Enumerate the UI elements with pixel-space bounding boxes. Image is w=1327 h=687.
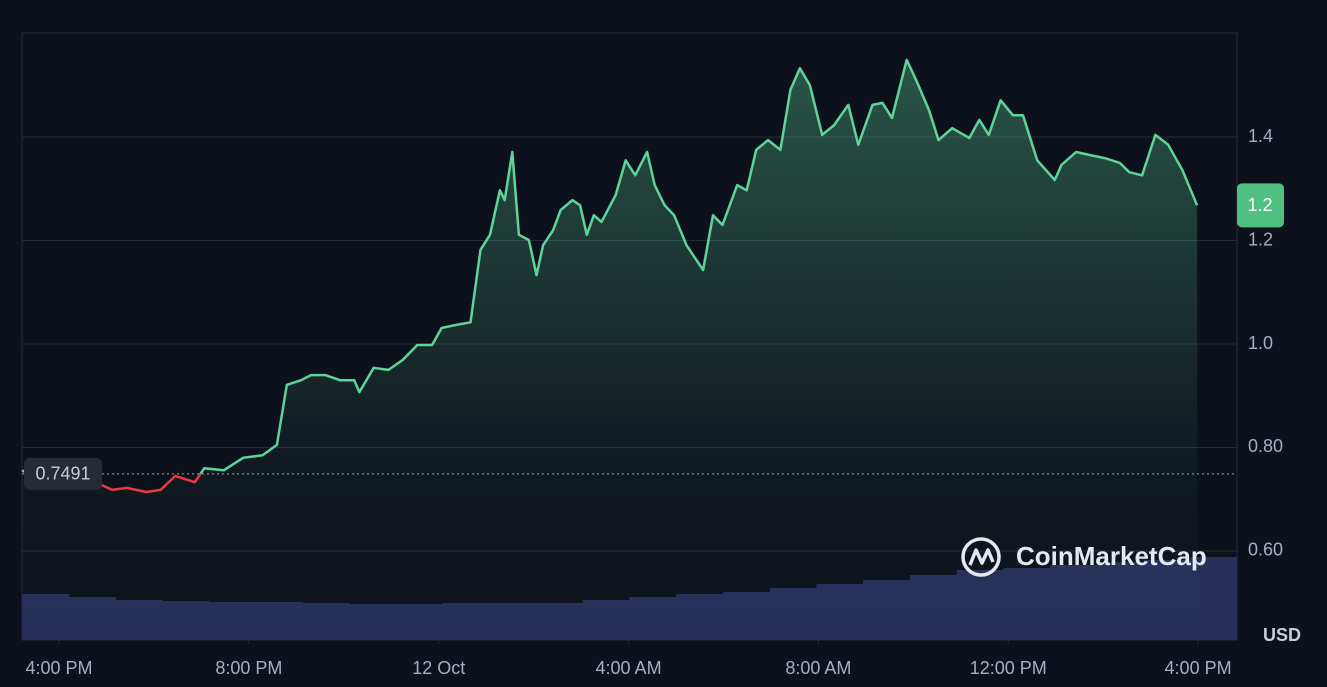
x-tick-label: 8:00 AM: [785, 658, 851, 678]
current-price-label: 1.2: [1247, 195, 1272, 215]
x-tick-label: 4:00 AM: [596, 658, 662, 678]
y-tick-label: 1.4: [1248, 126, 1273, 146]
y-tick-label: 0.80: [1248, 436, 1283, 456]
x-tick-label: 12 Oct: [412, 658, 465, 678]
y-tick-label: 1.2: [1248, 229, 1273, 249]
volume-bar: [1190, 557, 1238, 640]
reference-label-box: [24, 457, 102, 490]
watermark: CoinMarketCap: [961, 537, 1207, 577]
watermark-logo-mark: [968, 548, 995, 566]
y-unit: USD: [1263, 625, 1301, 645]
price-line: [21, 58, 1199, 474]
x-tick-label: 4:00 PM: [1165, 658, 1232, 678]
current-price-box: [1237, 183, 1284, 228]
area: [22, 59, 1198, 640]
x-tick-label: 8:00 PM: [215, 658, 282, 678]
x-tick-label: 4:00 PM: [25, 658, 92, 678]
x-tick-label: 12:00 PM: [970, 658, 1047, 678]
reference-label: 0.7491: [35, 464, 90, 484]
watermark-logo: [961, 537, 1001, 577]
watermark-text: CoinMarketCap: [1016, 541, 1207, 571]
y-tick-label: 1.0: [1248, 333, 1273, 353]
y-tick-label: 0.60: [1248, 540, 1283, 560]
